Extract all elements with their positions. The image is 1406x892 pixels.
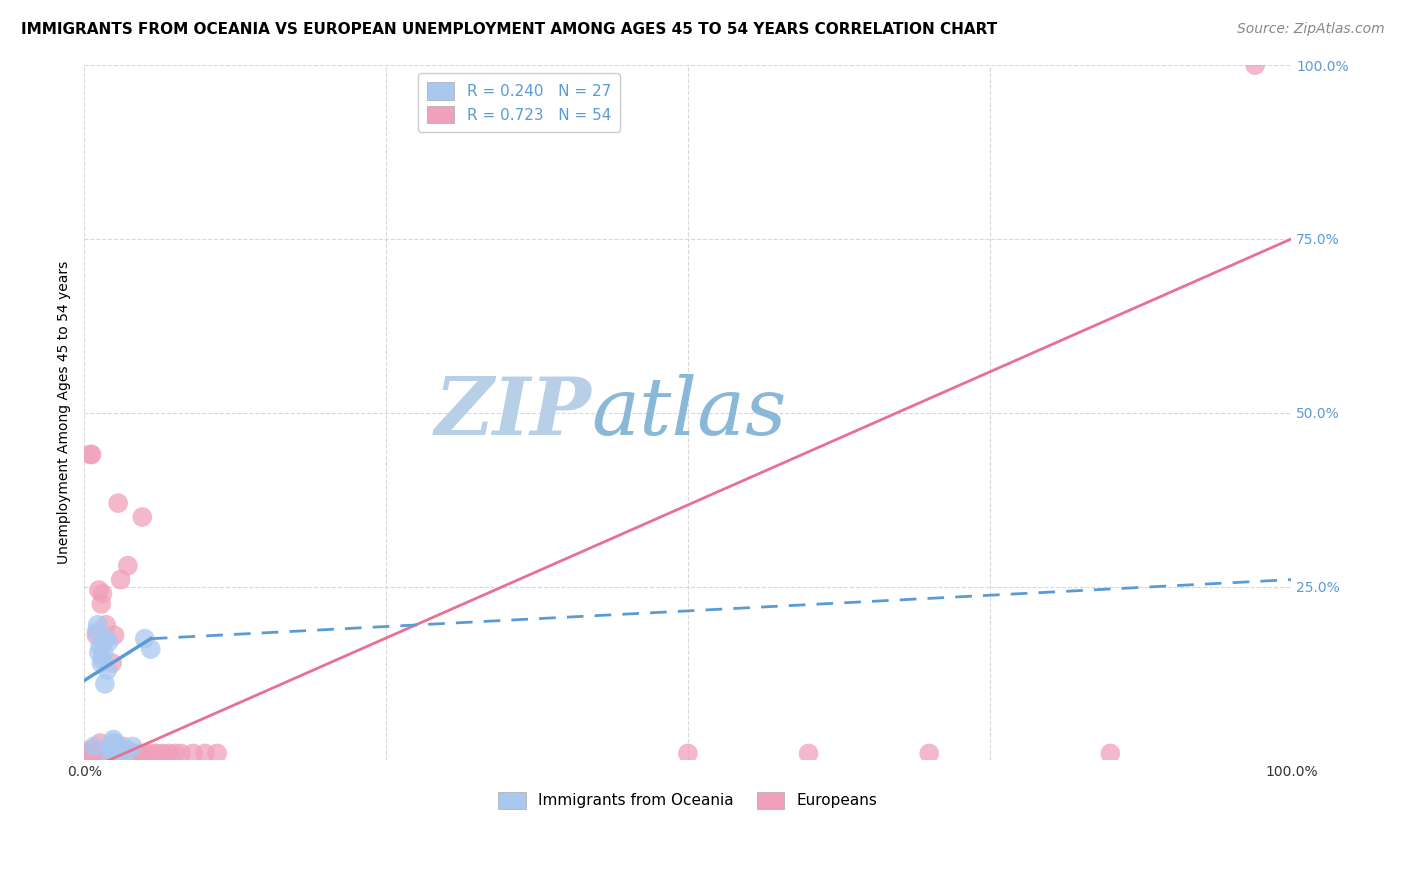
Point — [83, 739, 105, 754]
Point — [110, 573, 132, 587]
Point — [91, 652, 114, 666]
Point — [124, 747, 146, 761]
Point — [103, 628, 125, 642]
Text: atlas: atlas — [592, 374, 787, 451]
Point — [87, 646, 110, 660]
Point — [86, 747, 108, 761]
Point — [131, 510, 153, 524]
Point — [77, 745, 100, 759]
Point — [98, 747, 121, 761]
Point — [114, 747, 136, 761]
Point — [79, 743, 101, 757]
Point — [146, 747, 169, 761]
Text: ZIP: ZIP — [434, 374, 592, 451]
Point — [107, 743, 129, 757]
Point — [83, 747, 105, 762]
Point — [110, 747, 132, 761]
Point — [101, 656, 124, 670]
Point — [79, 447, 101, 461]
Point — [94, 632, 117, 646]
Point — [86, 624, 108, 639]
Point — [107, 496, 129, 510]
Point — [93, 646, 115, 660]
Point — [111, 739, 134, 754]
Point — [134, 747, 156, 761]
Point — [117, 558, 139, 573]
Y-axis label: Unemployment Among Ages 45 to 54 years: Unemployment Among Ages 45 to 54 years — [58, 261, 72, 565]
Point — [89, 639, 111, 653]
Point — [86, 628, 108, 642]
Point — [94, 747, 117, 761]
Point — [103, 747, 125, 761]
Point — [80, 447, 103, 461]
Point — [96, 747, 118, 761]
Point — [89, 736, 111, 750]
Point — [108, 747, 131, 761]
Point — [205, 747, 228, 761]
Text: IMMIGRANTS FROM OCEANIA VS EUROPEAN UNEMPLOYMENT AMONG AGES 45 TO 54 YEARS CORRE: IMMIGRANTS FROM OCEANIA VS EUROPEAN UNEM… — [21, 22, 997, 37]
Point — [104, 747, 127, 761]
Point — [82, 747, 104, 761]
Point — [121, 747, 143, 761]
Point — [105, 747, 128, 761]
Point — [157, 747, 180, 761]
Point — [94, 677, 117, 691]
Point — [77, 747, 100, 762]
Point — [103, 732, 125, 747]
Point — [90, 656, 112, 670]
Point — [101, 736, 124, 750]
Point — [91, 586, 114, 600]
Point — [918, 747, 941, 761]
Point — [139, 642, 162, 657]
Point — [87, 582, 110, 597]
Point — [797, 747, 820, 761]
Point — [121, 739, 143, 754]
Point — [120, 747, 142, 761]
Point — [82, 743, 104, 757]
Point — [96, 663, 118, 677]
Point — [86, 617, 108, 632]
Point — [84, 747, 107, 761]
Point — [117, 743, 139, 757]
Point — [103, 743, 125, 757]
Point — [1244, 58, 1267, 72]
Point — [676, 747, 699, 761]
Point — [100, 739, 122, 754]
Point — [104, 736, 127, 750]
Point — [94, 617, 117, 632]
Point — [97, 635, 120, 649]
Point — [76, 747, 98, 761]
Point — [108, 750, 131, 764]
Point — [112, 750, 135, 764]
Text: Source: ZipAtlas.com: Source: ZipAtlas.com — [1237, 22, 1385, 37]
Point — [105, 747, 128, 761]
Point — [128, 747, 150, 761]
Point — [170, 747, 193, 761]
Point — [93, 747, 115, 761]
Point — [152, 747, 174, 761]
Legend: Immigrants from Oceania, Europeans: Immigrants from Oceania, Europeans — [492, 786, 883, 815]
Point — [139, 747, 162, 761]
Point — [100, 747, 122, 761]
Point — [90, 597, 112, 611]
Point — [181, 747, 204, 761]
Point — [163, 747, 186, 761]
Point — [97, 747, 120, 761]
Point — [134, 632, 156, 646]
Point — [98, 747, 121, 761]
Point — [1099, 747, 1122, 761]
Point — [194, 747, 217, 761]
